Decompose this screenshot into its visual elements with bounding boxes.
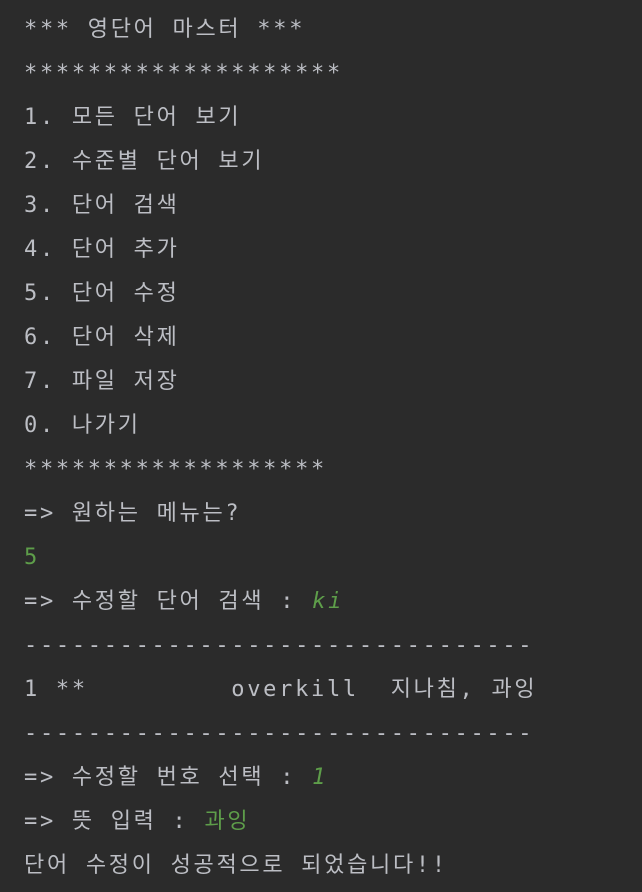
output-text: *** 영단어 마스터 *** xyxy=(24,17,306,42)
output-text: => 수정할 단어 검색 : xyxy=(24,589,313,614)
output-text: 6. 단어 삭제 xyxy=(24,325,180,350)
user-input: 1 xyxy=(312,765,329,790)
user-input: 5 xyxy=(24,545,40,570)
console-line: 1. 모든 단어 보기 xyxy=(24,100,642,144)
output-text: 3. 단어 검색 xyxy=(24,193,180,218)
console-line: -------------------------------- xyxy=(24,628,642,672)
user-input: 과잉 xyxy=(204,809,251,834)
console-line: 1 ** overkill 지나침, 과잉 xyxy=(24,672,642,716)
console-line: 단어 수정이 성공적으로 되었습니다!! xyxy=(24,848,642,892)
output-text: ******************** xyxy=(24,61,343,86)
console-line: 5. 단어 수정 xyxy=(24,276,642,320)
console-line: -------------------------------- xyxy=(24,716,642,760)
output-text: => 수정할 번호 선택 : xyxy=(24,765,313,790)
output-text: 7. 파일 저장 xyxy=(24,369,180,394)
output-text: ******************* xyxy=(24,457,327,482)
output-text: 2. 수준별 단어 보기 xyxy=(24,149,265,174)
console-line: 6. 단어 삭제 xyxy=(24,320,642,364)
output-text: -------------------------------- xyxy=(24,721,535,746)
console-line: 0. 나가기 xyxy=(24,408,642,452)
output-text: 단어 수정이 성공적으로 되었습니다!! xyxy=(24,853,448,878)
output-text: 4. 단어 추가 xyxy=(24,237,180,262)
output-text: -------------------------------- xyxy=(24,633,535,658)
console-line: ******************* xyxy=(24,452,642,496)
console-line: *** 영단어 마스터 *** xyxy=(24,12,642,56)
output-text: => 뜻 입력 : xyxy=(24,809,205,834)
console-line: ******************** xyxy=(24,56,642,100)
console-line: 5 xyxy=(24,540,642,584)
user-input: ki xyxy=(312,589,345,614)
console-line: => 수정할 단어 검색 : ki xyxy=(24,584,642,628)
output-text: 5. 단어 수정 xyxy=(24,281,180,306)
output-text: 1 ** overkill 지나침, 과잉 xyxy=(24,677,538,702)
output-text: 0. 나가기 xyxy=(24,413,141,438)
console-line: 4. 단어 추가 xyxy=(24,232,642,276)
output-text: => 원하는 메뉴는? xyxy=(24,501,242,526)
console-line: 3. 단어 검색 xyxy=(24,188,642,232)
console-line: => 원하는 메뉴는? xyxy=(24,496,642,540)
console-line: 7. 파일 저장 xyxy=(24,364,642,408)
console-line: => 뜻 입력 : 과잉 xyxy=(24,804,642,848)
console-line: => 수정할 번호 선택 : 1 xyxy=(24,760,642,804)
output-text: 1. 모든 단어 보기 xyxy=(24,105,242,130)
console-line: 2. 수준별 단어 보기 xyxy=(24,144,642,188)
